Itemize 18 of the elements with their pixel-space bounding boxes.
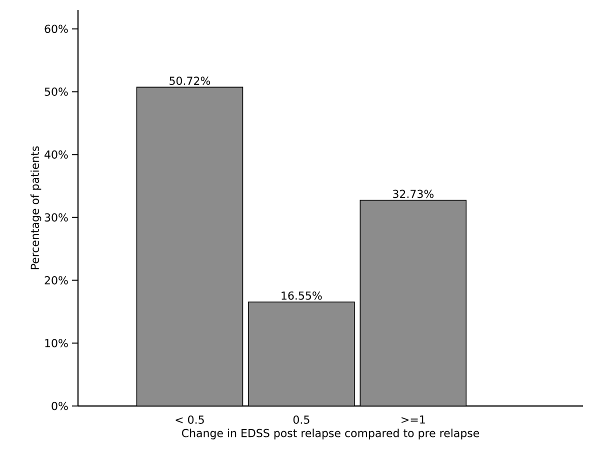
bar	[248, 302, 355, 406]
y-axis-title: Percentage of patients	[30, 146, 42, 270]
data-label: 32.73%	[393, 190, 434, 198]
bar	[360, 200, 467, 406]
x-tick-label: >=1	[402, 416, 425, 424]
x-axis-title: Change in EDSS post relapse compared to pre relapse	[182, 428, 480, 440]
x-tick-label: 0.5	[293, 416, 310, 424]
y-tick-label: 10%	[45, 338, 68, 348]
y-tick-label: 0%	[52, 402, 68, 410]
data-label: 16.55%	[282, 291, 322, 300]
y-tick-label: 20%	[44, 276, 68, 284]
y-tick-label: 30%	[44, 213, 68, 222]
y-tick-label: 50%	[44, 88, 68, 96]
bar	[136, 86, 244, 406]
x-tick-label: < 0.5	[176, 416, 204, 424]
data-label: 50.72%	[170, 76, 210, 85]
y-tick-label: 40%	[44, 150, 68, 159]
y-tick-label: 60%	[44, 24, 68, 34]
